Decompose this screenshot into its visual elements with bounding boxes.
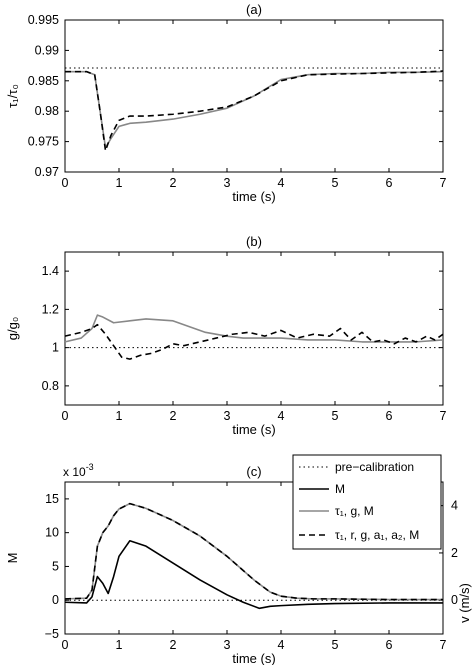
legend-label-2: M <box>335 482 345 496</box>
y-exponent-label: x 10-3 <box>63 462 94 479</box>
x-tick-label: 1 <box>116 638 123 652</box>
panel-2: 0 1 2 3 4 5 6 7 0.8 1 1.2 1.4 (b) time (s) g/g₀ <box>5 234 447 437</box>
x-axis-label: time (s) <box>232 651 275 665</box>
y-tick-label: 0.98 <box>35 104 59 118</box>
series-line-3 <box>64 323 444 360</box>
plot-frame <box>64 19 444 173</box>
legend-box <box>292 454 442 550</box>
y-axis-label: g/g₀ <box>5 317 20 340</box>
series-line-2 <box>65 70 444 149</box>
plot-frame <box>64 481 444 635</box>
series-line-3 <box>65 70 444 152</box>
x-tick-label: 3 <box>224 176 231 190</box>
x-tick-label: 6 <box>386 638 393 652</box>
x-tick-label: 0 <box>62 409 69 423</box>
series-line-4 <box>64 502 443 601</box>
x-tick-label: 7 <box>440 409 447 423</box>
y-tick-label: 1 <box>52 341 59 355</box>
x-axis-label: time (s) <box>232 189 275 204</box>
x-tick-label: 2 <box>170 409 177 423</box>
x-tick-label: 5 <box>332 638 339 652</box>
x-tick-label: 4 <box>278 638 285 652</box>
y-tick-label: 15 <box>45 492 59 506</box>
panel-title: (c) <box>246 464 261 479</box>
legend-label-1: pre−calibration <box>335 460 414 474</box>
x-tick-label: 4 <box>278 409 285 423</box>
x-axis-label: time (s) <box>232 422 275 437</box>
x-tick-label: 2 <box>170 176 177 190</box>
y-tick-label: 0.8 <box>42 379 59 393</box>
y-tick-label: 0.975 <box>28 135 59 149</box>
y-tick-label: −5 <box>45 627 59 641</box>
y-exponent-power: -3 <box>86 462 94 472</box>
y-tick-label: 0.97 <box>35 165 59 179</box>
legend-label-3: τ₁, g, M <box>335 504 374 518</box>
series-line-2 <box>64 314 444 343</box>
legend: pre−calibration Mτ₁, g, M τ₁, r, g, a₁, a₂… <box>292 454 442 550</box>
x-tick-label: 1 <box>116 409 123 423</box>
panel-title: (b) <box>246 234 262 249</box>
y-right-tick-label: 0 <box>451 593 458 607</box>
x-tick-label: 6 <box>386 176 393 190</box>
x-tick-label: 7 <box>440 176 447 190</box>
series-line-2 <box>64 539 443 610</box>
y-right-tick-label: 4 <box>451 499 458 513</box>
y-tick-label: 0.99 <box>35 43 59 57</box>
y-exponent-base: x 10 <box>63 465 86 479</box>
y-axis-right-label: v (m/s) <box>457 583 472 623</box>
x-tick-label: 5 <box>332 176 339 190</box>
y-tick-label: 1.4 <box>42 264 59 278</box>
y-tick-label: 10 <box>45 526 59 540</box>
y-tick-label: 0.995 <box>28 13 59 27</box>
plot-frame <box>64 251 444 406</box>
y-tick-label: 0.985 <box>28 74 59 88</box>
x-tick-label: 7 <box>440 638 447 652</box>
legend-label-4: τ₁, r, g, a₁, a₂, M <box>335 528 419 542</box>
x-tick-label: 2 <box>170 638 177 652</box>
y-axis-label: M <box>5 553 20 564</box>
x-tick-label: 0 <box>62 176 69 190</box>
y-right-tick-label: 2 <box>451 546 458 560</box>
panel-1: 0 1 2 3 4 5 6 7 0.97 0.975 0.98 0.985 0.99 0.995 (a) ti… <box>5 2 447 204</box>
y-axis-label: τ₁/τ₀ <box>5 84 20 108</box>
y-tick-label: 1.2 <box>42 302 59 316</box>
x-tick-label: 5 <box>332 409 339 423</box>
x-tick-label: 3 <box>224 638 231 652</box>
y-tick-label: 5 <box>52 559 59 573</box>
x-tick-label: 3 <box>224 409 231 423</box>
x-tick-label: 4 <box>278 176 285 190</box>
y-tick-label: 0 <box>52 593 59 607</box>
panel-title: (a) <box>246 2 262 17</box>
x-tick-label: 1 <box>116 176 123 190</box>
x-tick-label: 6 <box>386 409 393 423</box>
x-tick-label: 0 <box>62 638 69 652</box>
